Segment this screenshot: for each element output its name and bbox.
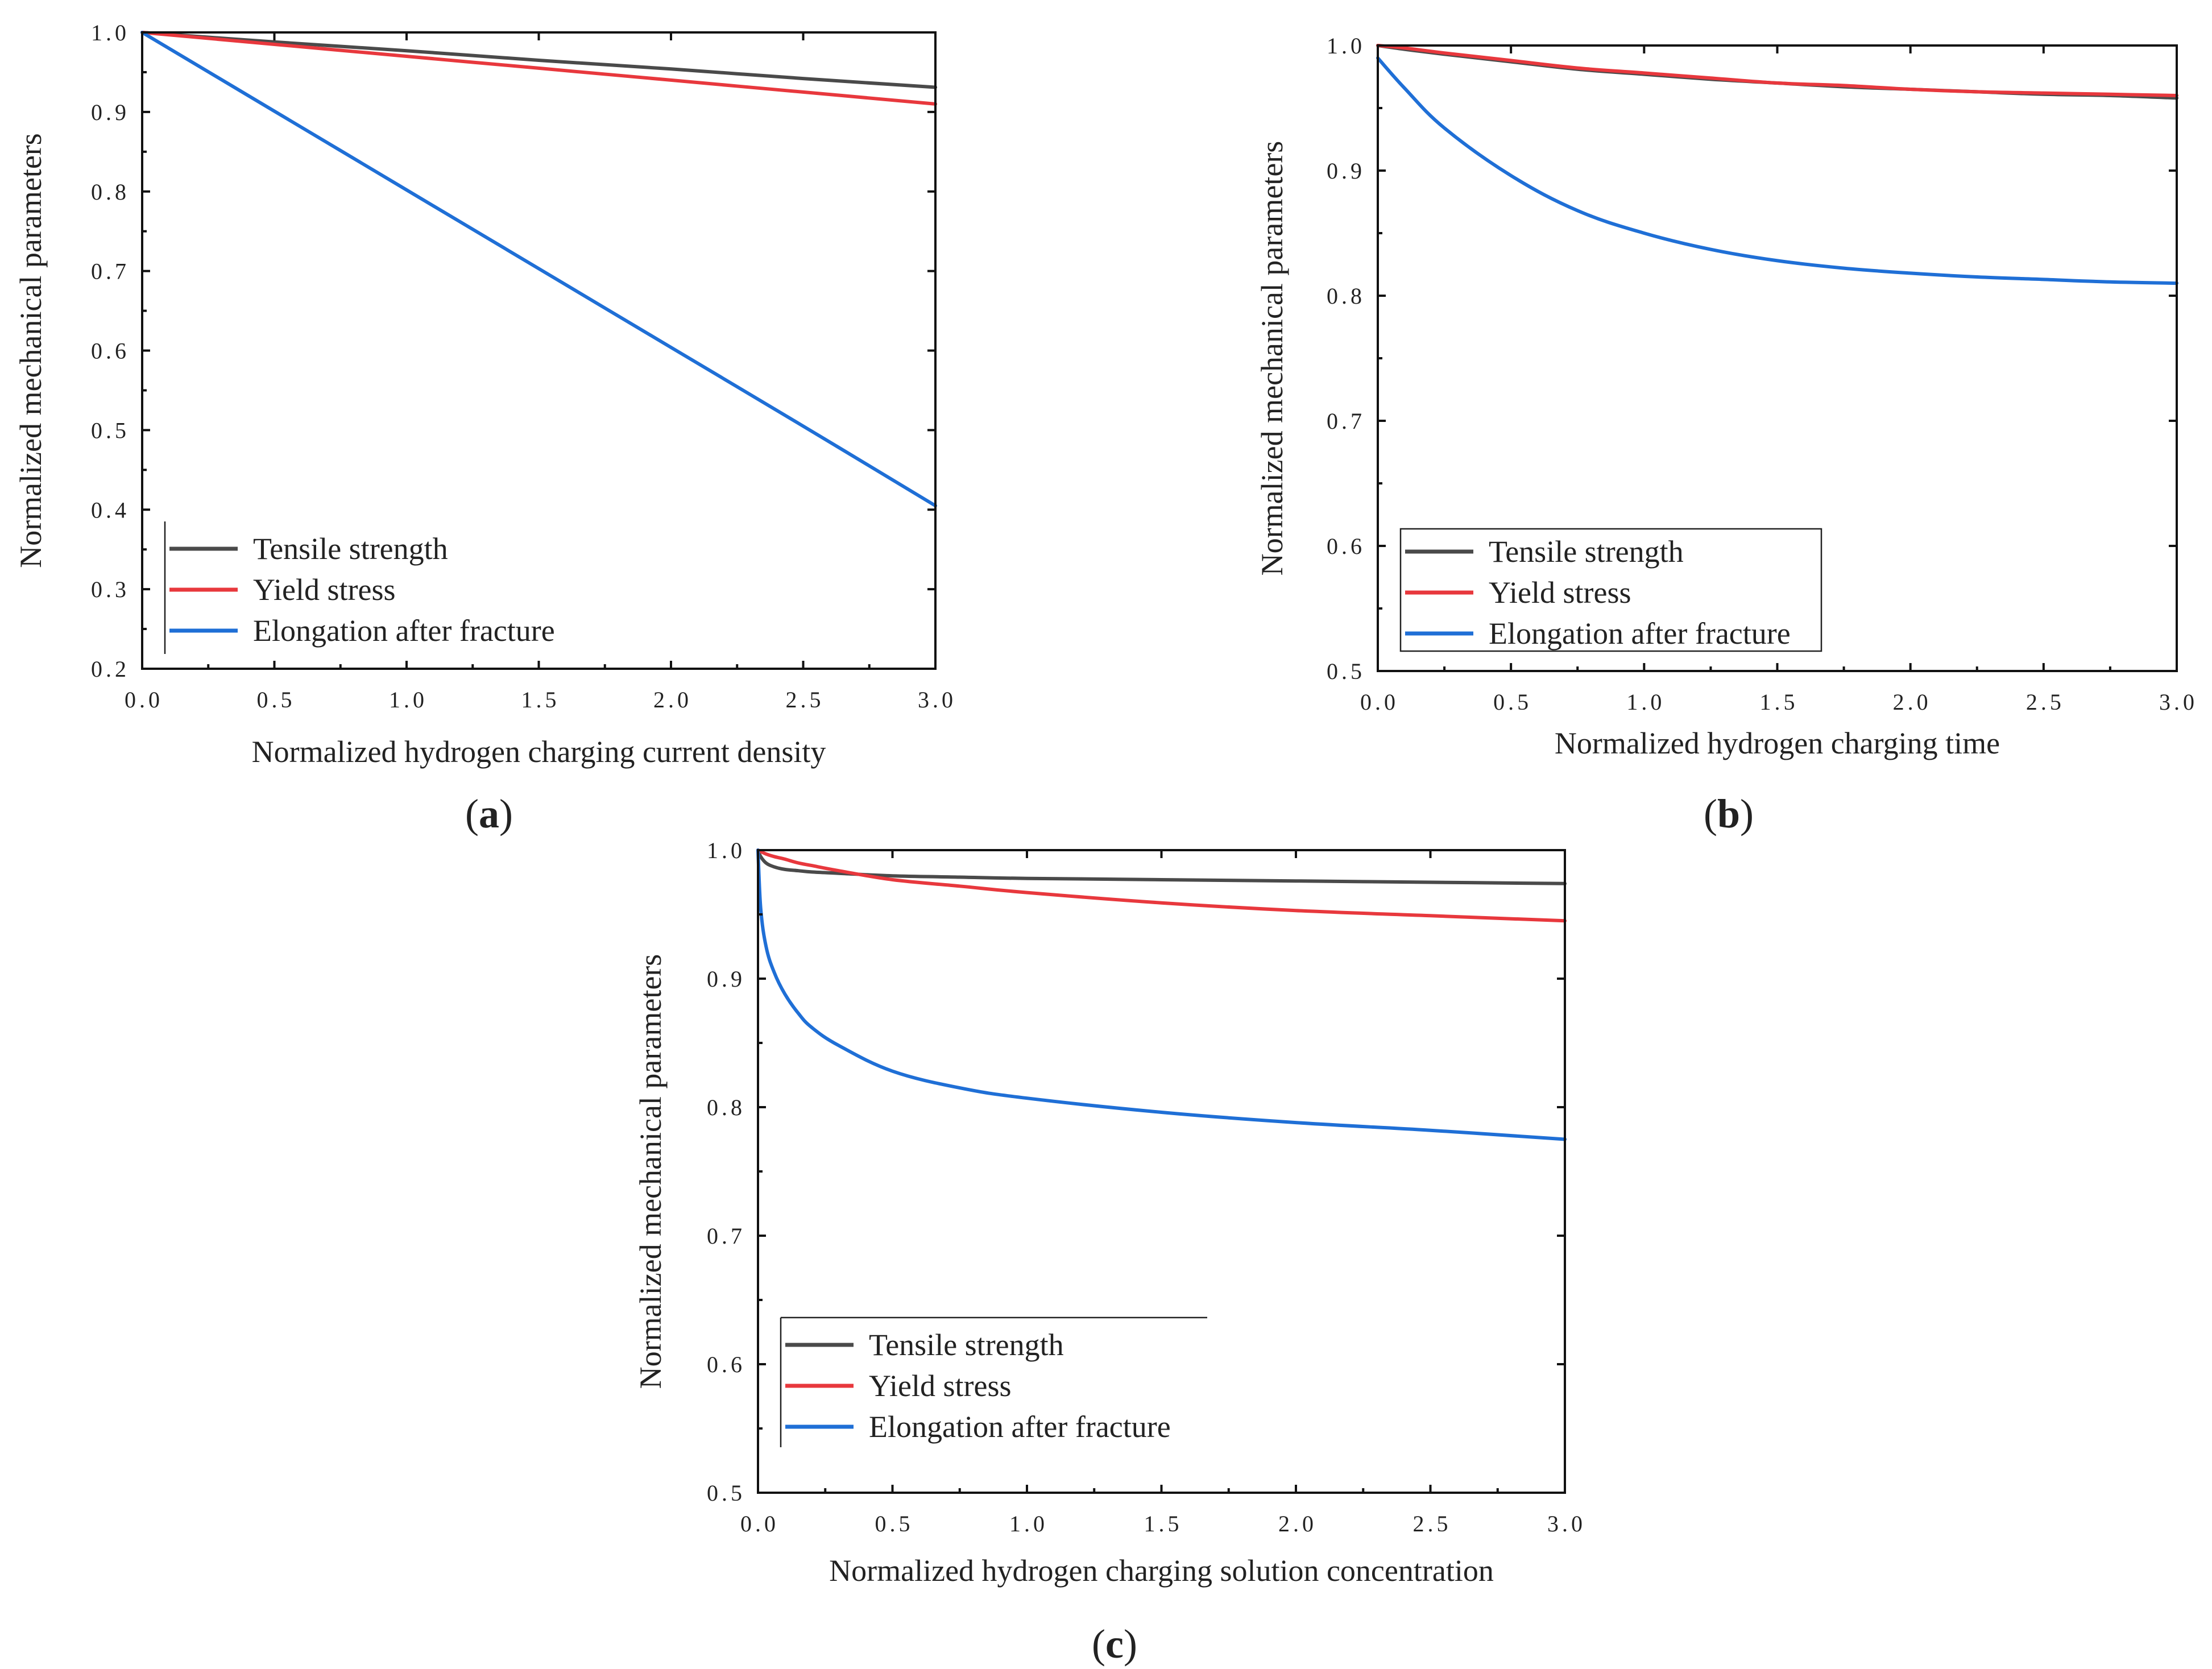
x-tick-label: 2.5 xyxy=(1413,1511,1452,1537)
series-line-tensile xyxy=(140,31,937,89)
x-tick-label: 3.0 xyxy=(2159,689,2198,715)
y-tick-label: 0.7 xyxy=(707,1223,745,1249)
legend-entry-label: Tensile strength xyxy=(1489,535,1684,569)
y-tick-label: 0.5 xyxy=(1327,659,1365,684)
series-group xyxy=(1376,44,2178,285)
chart-panel-c: 0.0 0.5 1.0 1.5 2.0 2.5 3.0 0.5 0.6 0.7 0.8 0.9 1.0 N… xyxy=(633,838,1586,1667)
y-tick-label: 0.4 xyxy=(91,497,130,523)
series-line-yield xyxy=(140,31,937,106)
x-tick-label: 1.0 xyxy=(389,687,428,713)
x-tick-label: 1.0 xyxy=(1009,1511,1048,1537)
x-tick-label: 0.0 xyxy=(1360,689,1399,715)
x-tick-label: 1.5 xyxy=(1760,689,1799,715)
y-tick-label: 0.6 xyxy=(707,1352,745,1377)
y-tick-label: 0.7 xyxy=(1327,408,1365,434)
y-tick-label: 0.9 xyxy=(91,100,130,125)
legend-entry-label: Tensile strength xyxy=(253,532,448,566)
panel-label: (b) xyxy=(1704,791,1754,836)
y-axis-label: Normalized mechanical parameters xyxy=(633,954,668,1389)
legend-entry-label: Yield stress xyxy=(253,573,396,607)
x-tick-label: 2.0 xyxy=(653,687,692,713)
series-line-yield xyxy=(756,848,1567,923)
y-tick-label: 0.2 xyxy=(91,656,130,682)
x-tick-label: 1.0 xyxy=(1626,689,1665,715)
y-axis-label: Normalized mechanical parameters xyxy=(1255,141,1289,576)
x-tick-label: 0.0 xyxy=(125,687,163,713)
x-tick-label: 1.5 xyxy=(521,687,560,713)
y-tick-label: 0.3 xyxy=(91,577,130,602)
x-axis-label: Normalized hydrogen charging time xyxy=(1555,726,2000,760)
legend: Tensile strength Yield stress Elongation a… xyxy=(164,521,555,654)
y-tick-label: 0.7 xyxy=(91,259,130,284)
x-tick-label: 0.5 xyxy=(875,1511,914,1537)
legend-entry-label: Elongation after fracture xyxy=(1489,616,1791,651)
legend-entry-label: Yield stress xyxy=(1489,575,1631,610)
series-group xyxy=(140,31,937,508)
x-tick-label: 0.5 xyxy=(257,687,296,713)
y-tick-label: 1.0 xyxy=(707,838,745,863)
legend-entry-label: Tensile strength xyxy=(869,1328,1064,1362)
y-tick-label: 0.5 xyxy=(707,1480,745,1506)
series-line-yield xyxy=(1376,44,2178,97)
y-tick-label: 1.0 xyxy=(91,20,130,45)
y-tick-label: 0.9 xyxy=(1327,158,1365,184)
x-tick-label: 2.5 xyxy=(2026,689,2065,715)
legend: Tensile strength Yield stress Elongation a… xyxy=(1399,528,1822,652)
x-tick-label: 3.0 xyxy=(918,687,956,713)
legend-box xyxy=(1399,528,1822,652)
x-axis-label: Normalized hydrogen charging current den… xyxy=(252,735,826,769)
y-tick-label: 0.9 xyxy=(707,966,745,992)
series-line-elongation xyxy=(756,848,1567,1141)
series-line-elongation xyxy=(140,31,937,508)
x-tick-label: 0.5 xyxy=(1493,689,1532,715)
y-tick-label: 0.6 xyxy=(91,338,130,364)
x-axis-label: Normalized hydrogen charging solution co… xyxy=(829,1554,1494,1588)
legend-entry-label: Yield stress xyxy=(869,1369,1012,1403)
x-tick-label: 2.5 xyxy=(786,687,825,713)
y-axis-label: Normalized mechanical parameters xyxy=(14,133,48,568)
x-tick-label: 0.0 xyxy=(740,1511,779,1537)
series-line-elongation xyxy=(1376,56,2178,285)
series-group xyxy=(756,848,1567,1141)
y-tick-label: 0.8 xyxy=(91,179,130,205)
panel-label: (a) xyxy=(465,791,513,836)
chart-panel-a: 0.0 0.5 1.0 1.5 2.0 2.5 3.0 0.2 0.3 0.4 0.5 0.6 0.7 0… xyxy=(14,20,956,836)
legend-entry-label: Elongation after fracture xyxy=(869,1410,1171,1444)
panel-label: (c) xyxy=(1092,1621,1137,1667)
legend-entry-label: Elongation after fracture xyxy=(253,614,555,648)
y-tick-label: 0.8 xyxy=(707,1095,745,1120)
x-tick-label: 2.0 xyxy=(1278,1511,1317,1537)
legend: Tensile strength Yield stress Elongation a… xyxy=(780,1316,1207,1447)
y-tick-label: 1.0 xyxy=(1327,33,1365,59)
x-tick-label: 1.5 xyxy=(1144,1511,1183,1537)
series-line-tensile xyxy=(756,848,1567,885)
x-tick-label: 2.0 xyxy=(1893,689,1932,715)
y-tick-label: 0.5 xyxy=(91,417,130,443)
chart-panel-b: 0.0 0.5 1.0 1.5 2.0 2.5 3.0 0.5 0.6 0.7 0.8 0.9 1.0 N… xyxy=(1255,33,2198,836)
panels: 0.0 0.5 1.0 1.5 2.0 2.5 3.00.20.30.40.50.60.70… xyxy=(14,20,2198,1667)
x-tick-label: 3.0 xyxy=(1547,1511,1586,1537)
y-tick-label: 0.8 xyxy=(1327,283,1365,309)
y-tick-label: 0.6 xyxy=(1327,533,1365,559)
